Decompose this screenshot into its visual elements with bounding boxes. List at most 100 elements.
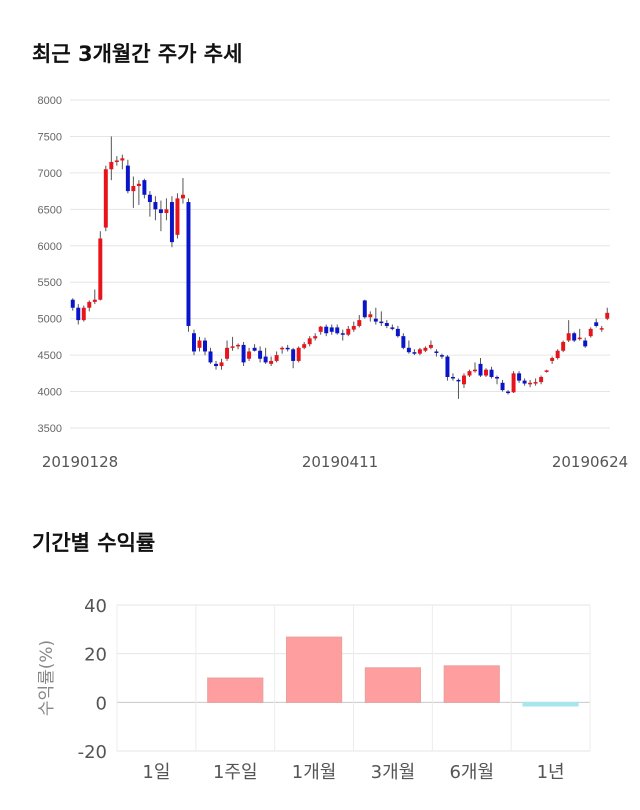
candle-y-ticks: 3500 4000 4500 5000 5500 6000 6500 7000 7500 8000 xyxy=(38,95,62,435)
candle-body-down xyxy=(572,333,577,341)
candle xyxy=(566,320,571,342)
candle xyxy=(368,311,373,322)
bar-x-tick: 1년 xyxy=(537,762,565,783)
candle xyxy=(76,304,81,325)
candle-body-down xyxy=(241,344,246,363)
candle xyxy=(384,320,389,329)
candle-body-up xyxy=(131,186,136,192)
candle xyxy=(340,329,345,341)
candle xyxy=(81,305,86,322)
candle-body-up xyxy=(428,344,433,348)
candle-body-down xyxy=(285,347,290,350)
candle-body-up xyxy=(98,238,103,300)
candle-body-down xyxy=(76,307,81,321)
candle-body-down xyxy=(506,391,511,394)
candle-body-down xyxy=(384,323,389,326)
candle-body-down xyxy=(70,299,75,308)
candle xyxy=(599,325,604,332)
candle xyxy=(583,337,588,348)
candle-body-down xyxy=(291,349,296,361)
candle-body-up xyxy=(318,326,323,332)
candle xyxy=(142,178,147,199)
candle-body-down xyxy=(478,363,483,376)
candle xyxy=(423,346,428,353)
candle-body-up xyxy=(550,358,555,361)
candle-body-up xyxy=(599,328,604,330)
candle xyxy=(506,390,511,395)
candle xyxy=(478,358,483,377)
candle-body-down xyxy=(263,356,268,363)
candle-body-down xyxy=(495,376,500,379)
candle xyxy=(131,176,136,208)
candle xyxy=(434,349,439,357)
candle-body-up xyxy=(484,369,489,376)
candle xyxy=(236,343,241,350)
candle-body-up xyxy=(120,158,125,161)
candle-body-up xyxy=(605,312,610,319)
bar-y-axis-label: 수익률(%) xyxy=(37,640,57,716)
candle-body-down xyxy=(208,351,213,363)
candle-body-down xyxy=(147,194,152,203)
candle-body-down xyxy=(445,356,450,377)
candle-body-up xyxy=(175,198,180,235)
candle-body-down xyxy=(489,369,494,377)
candle xyxy=(379,311,384,326)
candle xyxy=(390,324,395,331)
candle-body-up xyxy=(87,301,92,308)
candle-body-down xyxy=(340,333,345,335)
candle-body-up xyxy=(351,325,356,330)
candle xyxy=(136,180,141,205)
candle xyxy=(522,378,527,386)
candle xyxy=(428,340,433,350)
candle-body-down xyxy=(439,355,444,357)
candle-y-tick: 5000 xyxy=(38,314,62,326)
bar-6개월 xyxy=(443,665,500,703)
bar-x-tick: 6개월 xyxy=(449,762,494,783)
candle-y-tick: 8000 xyxy=(38,95,62,107)
candle-y-tick: 3500 xyxy=(38,423,62,435)
candle xyxy=(103,165,108,232)
candle-body-up xyxy=(346,328,351,335)
candle-y-tick: 7000 xyxy=(38,168,62,180)
candle xyxy=(169,196,174,248)
candle xyxy=(98,231,103,301)
candle-body-up xyxy=(269,360,274,364)
candle xyxy=(445,355,450,381)
candle-body-up xyxy=(461,375,466,385)
candle-body-up xyxy=(136,183,141,187)
candle xyxy=(92,289,97,305)
candle-body-down xyxy=(594,322,599,326)
candle xyxy=(467,369,472,377)
candle xyxy=(203,337,207,356)
candle xyxy=(291,347,296,369)
candle xyxy=(241,341,246,367)
candle xyxy=(511,371,516,394)
candle-y-tick: 4500 xyxy=(38,350,62,362)
candle-body-up xyxy=(296,347,301,361)
bar-x-tick: 1개월 xyxy=(292,762,337,783)
candle xyxy=(495,375,500,385)
candle-y-tick: 5500 xyxy=(38,277,62,289)
candle xyxy=(401,333,406,350)
candle-body-up xyxy=(302,344,307,348)
candlestick-chart: 3500 4000 4500 5000 5500 6000 6500 7000 7500 8000… xyxy=(38,95,629,471)
candle-body-up xyxy=(423,347,428,351)
candle xyxy=(280,346,285,354)
candle xyxy=(373,307,378,325)
candle-body-up xyxy=(473,369,477,372)
candle xyxy=(324,324,329,337)
candle xyxy=(484,368,489,377)
candle xyxy=(258,346,263,363)
candle xyxy=(269,356,274,367)
candle xyxy=(225,340,230,361)
candle xyxy=(544,369,549,373)
candle xyxy=(351,321,356,332)
candle-y-tick: 7500 xyxy=(38,131,62,143)
candle xyxy=(517,371,522,383)
candle-body-down xyxy=(203,340,207,352)
candle xyxy=(572,331,577,342)
candle-body-down xyxy=(456,379,461,382)
candle xyxy=(550,356,555,364)
candle xyxy=(247,347,252,361)
candle xyxy=(70,298,75,311)
